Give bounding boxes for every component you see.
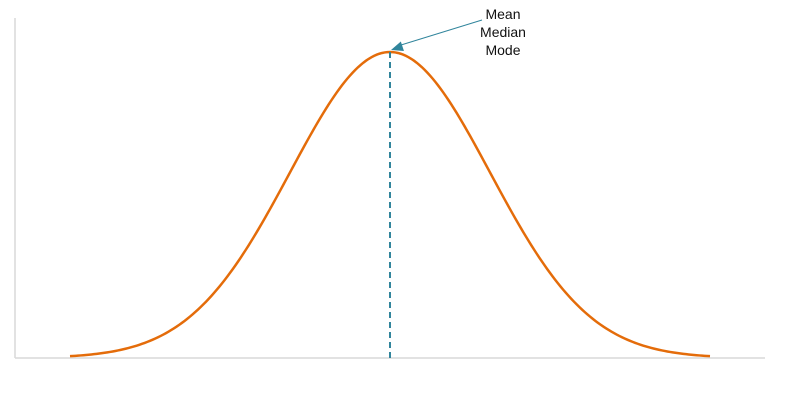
annotation-arrow-head	[391, 41, 404, 51]
annotation-mean: Mean	[485, 6, 520, 22]
annotation-median: Median	[480, 24, 526, 40]
annotation-mode: Mode	[485, 42, 520, 58]
annotation-arrow-shaft	[400, 19, 483, 46]
